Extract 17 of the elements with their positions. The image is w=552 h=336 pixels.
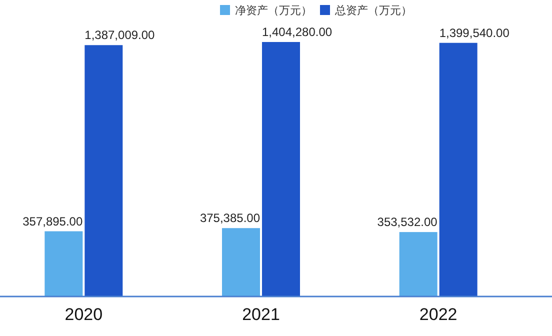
x-tick-label: 2021 — [242, 305, 280, 324]
bar — [44, 231, 83, 296]
legend-label: 总资产（万元） — [334, 4, 412, 17]
data-label: 1,404,280.00 — [262, 25, 332, 39]
data-label: 1,399,540.00 — [439, 26, 510, 40]
x-tick-label: 2020 — [64, 305, 103, 324]
bar — [399, 232, 438, 296]
x-tick-label: 2022 — [419, 305, 458, 324]
legend-label: 净资产（万元） — [235, 4, 312, 17]
data-label: 375,385.00 — [200, 211, 260, 226]
data-label: 1,387,009.00 — [84, 28, 156, 42]
bar — [439, 42, 478, 296]
data-label: 357,895.00 — [22, 214, 83, 228]
data-label: 353,532.00 — [377, 215, 438, 230]
bar — [84, 45, 123, 296]
bar — [262, 42, 300, 296]
bar — [222, 228, 260, 296]
